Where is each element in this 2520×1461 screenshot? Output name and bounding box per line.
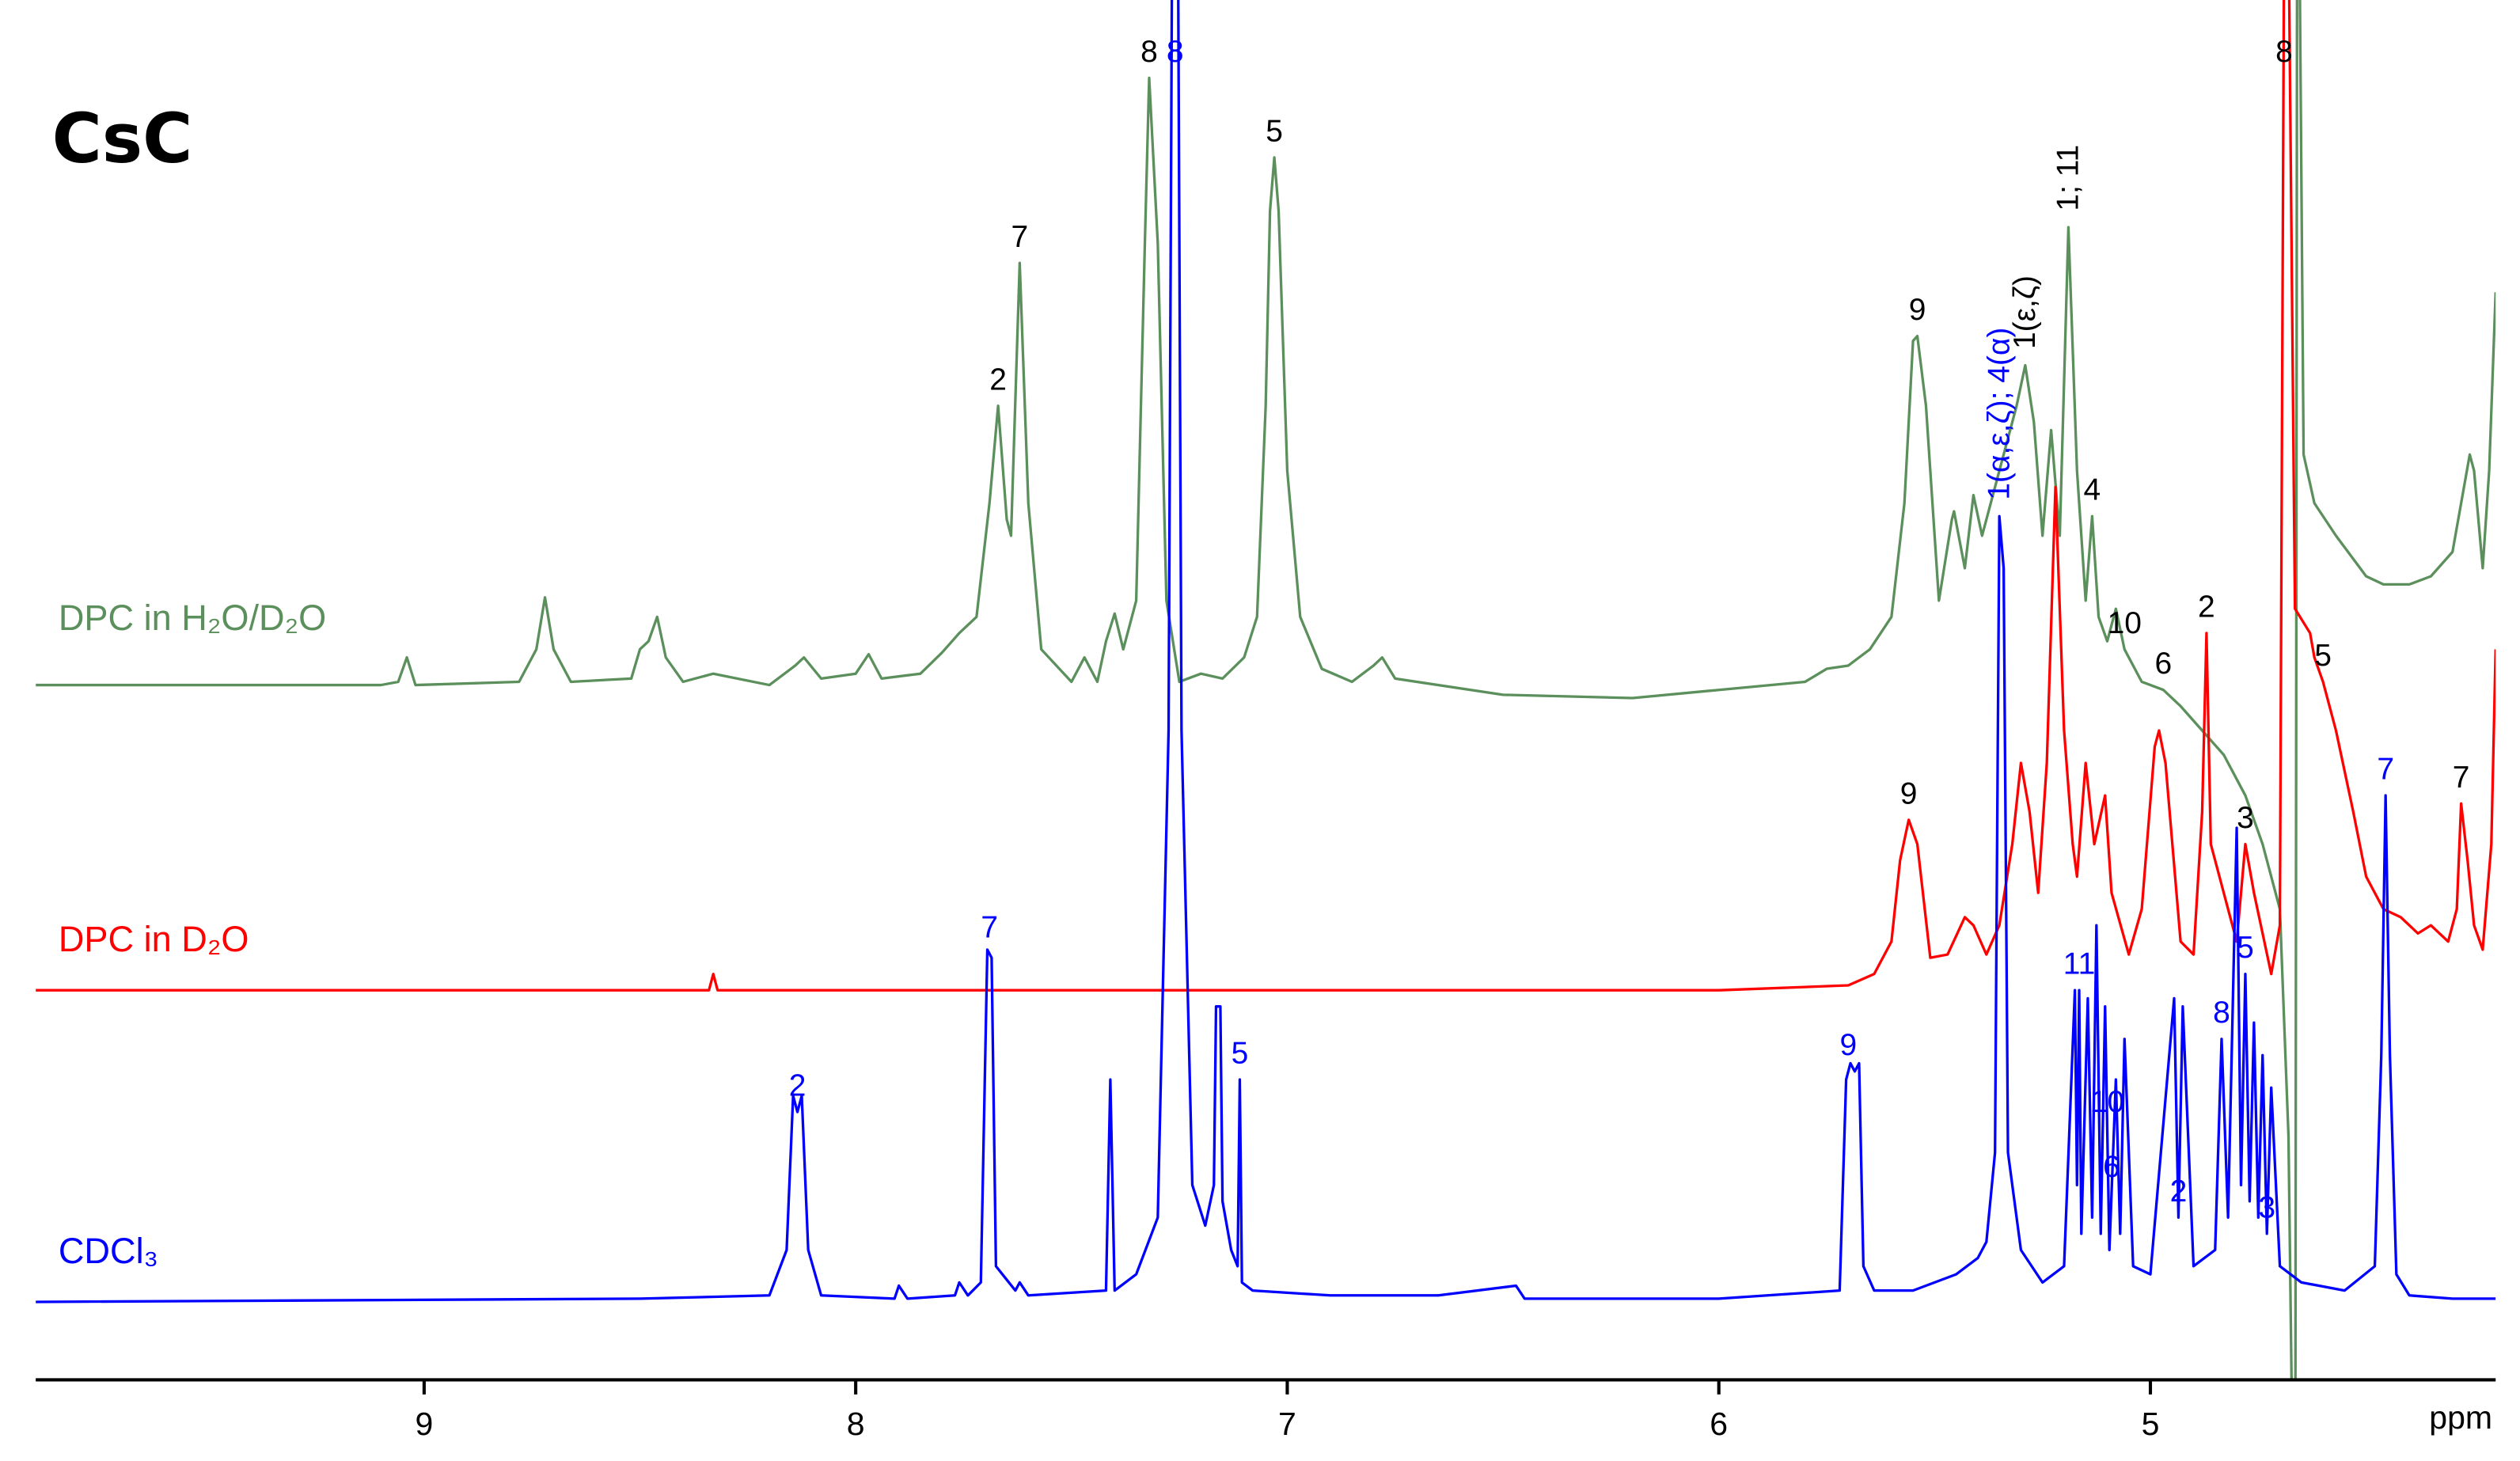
peak-label: 7 xyxy=(981,911,998,945)
x-tick-label: 7 xyxy=(1278,1406,1296,1442)
peak-label: 2 xyxy=(2198,590,2215,624)
spectrum-trace xyxy=(36,0,2496,1380)
x-axis-label: ppm xyxy=(2429,1399,2492,1436)
peak-label: 2 xyxy=(789,1069,806,1103)
peak-label: 2 xyxy=(989,362,1007,397)
peak-label: 8 xyxy=(2275,35,2293,69)
x-tick-label: 9 xyxy=(415,1406,433,1442)
peak-label: 3 xyxy=(2237,801,2254,835)
peak-label: 8 xyxy=(1167,35,1184,69)
legend-label: DPC in D₂O xyxy=(59,919,249,959)
peak-label: 8 xyxy=(2213,996,2230,1030)
peak-label: 7 xyxy=(2453,761,2470,795)
peak-label: 9 xyxy=(1909,293,1926,327)
peak-label: 6 xyxy=(2103,1150,2120,1184)
x-tick-label: 8 xyxy=(847,1406,865,1442)
peak-label: 7 xyxy=(2377,753,2394,787)
spectrum-trace xyxy=(36,0,2496,992)
peak-label: 4 xyxy=(2084,473,2101,507)
legend-label: DPC in H₂O/D₂O xyxy=(59,598,326,638)
peak-label: 5 xyxy=(2314,639,2332,673)
peak-label: 3 xyxy=(2258,1190,2275,1224)
peak-label: 9 xyxy=(1839,1028,1857,1062)
spectrum-trace xyxy=(36,0,2496,1304)
peak-label: 1; 11 xyxy=(2051,145,2085,211)
peak-label: 1(α,ε,ζ); 4(α) xyxy=(1982,328,2016,500)
peak-label: 6 xyxy=(2155,647,2173,681)
peak-label: 1(ε,ζ) xyxy=(2008,275,2042,349)
peak-label: 8 xyxy=(1140,35,1158,69)
traces xyxy=(36,0,2496,1380)
peak-label: 11 xyxy=(2063,947,2095,981)
peak-label: 5 xyxy=(1266,114,1283,148)
peak-label: 10 xyxy=(2090,1085,2124,1119)
peak-label: 5 xyxy=(2237,931,2254,965)
x-tick-label: 6 xyxy=(1710,1406,1728,1442)
chart-title: CsC xyxy=(52,100,193,179)
legend-label: CDCl₃ xyxy=(59,1231,158,1271)
peak-label: 5 xyxy=(1232,1036,1249,1070)
peak-label: 2 xyxy=(2170,1174,2188,1209)
peak-label: 9 xyxy=(1900,776,1918,810)
peak-label: 7 xyxy=(1011,220,1029,254)
x-tick-label: 5 xyxy=(2142,1406,2160,1442)
peak-label: 10 xyxy=(2108,606,2142,640)
